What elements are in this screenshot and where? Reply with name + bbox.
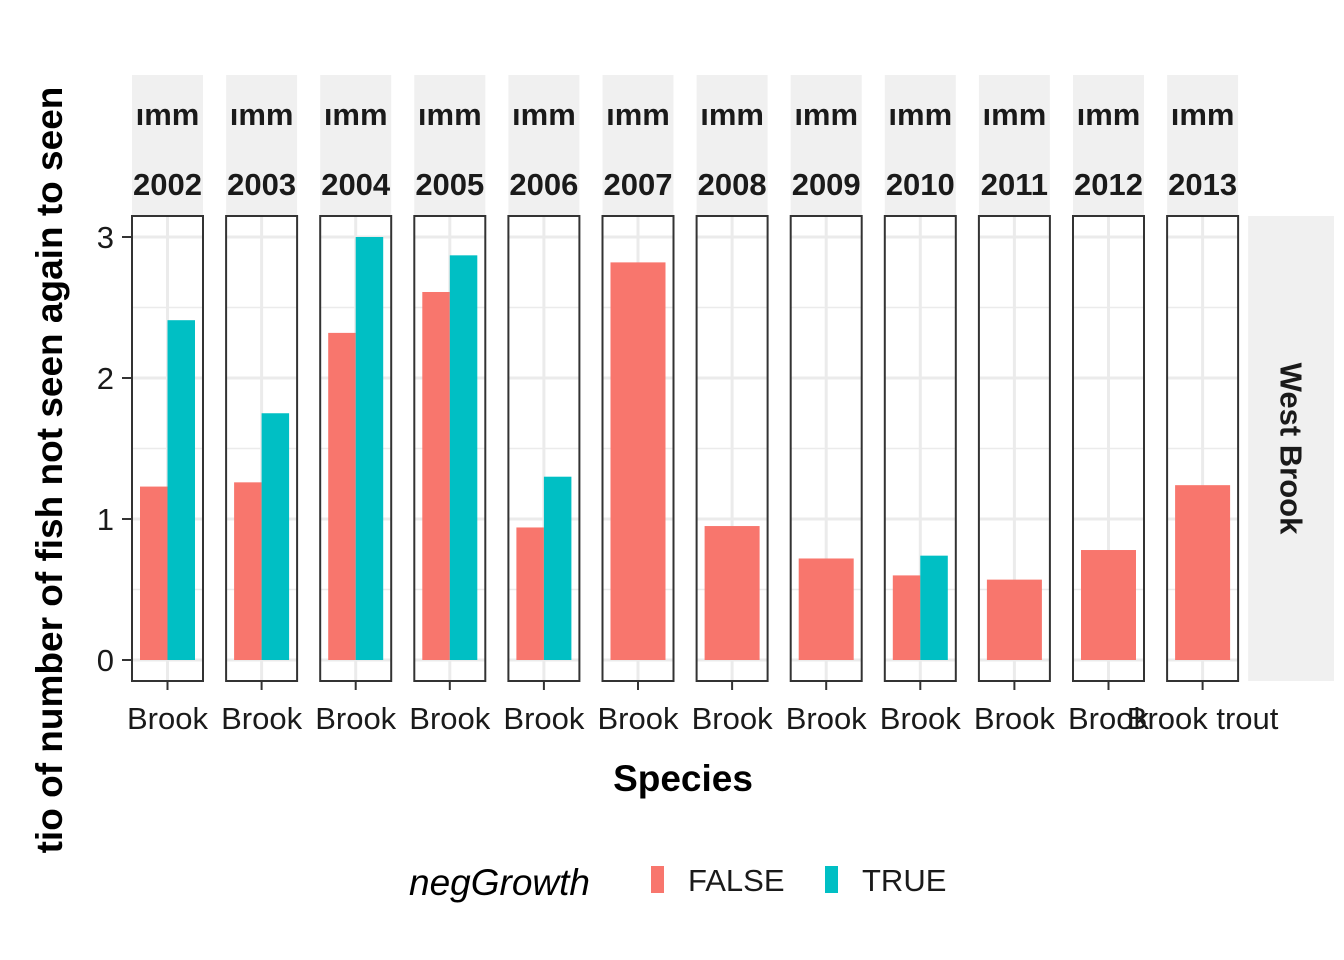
facet-panel-2006: ımm 2006 Brook xyxy=(503,75,585,736)
strip-label-top: ımm xyxy=(418,97,482,132)
strip-label-top: ımm xyxy=(606,97,670,132)
legend-label-false: FALSE xyxy=(688,863,785,898)
strip-label-year: 2002 xyxy=(133,167,202,202)
strip-label-top: ımm xyxy=(512,97,576,132)
y-axis: 0 1 2 3 xyxy=(97,220,132,678)
strip-label-top: ımm xyxy=(888,97,952,132)
facet-panel-2007: ımm 2007 Brook xyxy=(598,75,679,736)
x-tick-label: Brook xyxy=(1068,701,1149,736)
facet-panel-2002: ımm 2002 Brook xyxy=(127,75,208,736)
y-axis-title: tio of number of fish not seen again to … xyxy=(29,87,70,854)
bar-true-2010 xyxy=(920,555,948,660)
strip-label-top: ımm xyxy=(136,97,200,132)
bar-true-2006 xyxy=(543,476,572,660)
strip-label-year: 2007 xyxy=(604,167,673,202)
facet-strip xyxy=(790,75,862,216)
strip-label-year: 2006 xyxy=(509,167,578,202)
facet-strip xyxy=(884,75,956,216)
facet-strip xyxy=(226,75,298,216)
facet-strip xyxy=(132,75,203,216)
strip-label-year: 2009 xyxy=(792,167,861,202)
strip-label-year: 2011 xyxy=(981,167,1048,202)
strip-label-top: ımm xyxy=(1171,97,1235,132)
facet-strip xyxy=(1073,75,1144,216)
bar-false-2003 xyxy=(234,482,262,660)
y-tick-label: 2 xyxy=(97,361,114,396)
bar-false-2005 xyxy=(422,291,450,660)
row-strip: West Brook xyxy=(1248,216,1334,681)
facet-panel-2009: ımm 2009 Brook xyxy=(786,75,867,736)
facet-strip xyxy=(696,75,768,216)
bar-true-2002 xyxy=(167,320,195,660)
facet-panel-2005: ımm 2005 Brook xyxy=(409,75,491,736)
facet-panel-2010: ımm 2010 Brook xyxy=(880,75,961,736)
legend-label-true: TRUE xyxy=(862,863,946,898)
strip-label-year: 2010 xyxy=(886,167,955,202)
x-tick-label: Brook xyxy=(221,701,302,736)
bar-false-2010 xyxy=(892,575,921,660)
bar-false-2009 xyxy=(798,558,854,660)
x-tick-label: Brook xyxy=(315,701,396,736)
bar-false-2004 xyxy=(328,332,356,660)
facet-panel-2008: ımm 2008 Brook xyxy=(692,75,773,736)
x-tick-label: Brook xyxy=(974,701,1055,736)
x-tick-label: Brook xyxy=(786,701,867,736)
x-tick-label: Brook xyxy=(880,701,961,736)
bar-false-2006 xyxy=(516,527,544,660)
facet-strip xyxy=(414,75,486,216)
x-tick-label: Brook xyxy=(503,701,584,736)
legend: negGrowth FALSE TRUE xyxy=(409,862,946,903)
facet-strip xyxy=(508,75,580,216)
facet-panel-2004: ımm 2004 Brook xyxy=(315,75,397,736)
legend-key-true xyxy=(825,866,838,893)
strip-label-top: ımm xyxy=(324,97,388,132)
facet-panel-2011: ımm 2011 Brook xyxy=(974,75,1055,736)
y-tick-label: 3 xyxy=(97,220,114,255)
strip-label-top: ımm xyxy=(230,97,294,132)
bar-true-2004 xyxy=(355,237,384,660)
strip-label-top: ımm xyxy=(794,97,858,132)
facet-panel-2012: ımm 2012 Brook xyxy=(1068,75,1149,736)
facet-strip xyxy=(978,75,1050,216)
strip-label-year: 2012 xyxy=(1074,167,1143,202)
y-tick-label: 1 xyxy=(97,502,114,537)
facet-strip xyxy=(602,75,674,216)
facet-strip xyxy=(320,75,392,216)
facet-panels: ımm 2002 Brook ımm 2003 Brook ımm 2004 Brook ımm 2… xyxy=(127,75,1279,736)
y-tick-label: 0 xyxy=(97,643,114,678)
strip-label-year: 2004 xyxy=(321,167,391,202)
bar-true-2003 xyxy=(261,413,290,660)
x-tick-label: Brook xyxy=(598,701,679,736)
strip-label-top: ımm xyxy=(1077,97,1141,132)
bar-false-2011 xyxy=(986,579,1042,660)
strip-label-year: 2003 xyxy=(227,167,296,202)
x-tick-label: Brook xyxy=(692,701,773,736)
x-tick-label: Brook xyxy=(409,701,490,736)
strip-label-year: 2005 xyxy=(415,167,484,202)
x-tick-label: Brook trout xyxy=(1127,701,1279,736)
row-strip-label: West Brook xyxy=(1274,363,1309,535)
bar-false-2002 xyxy=(140,486,168,660)
x-tick-label: Brook xyxy=(127,701,208,736)
strip-label-top: ımm xyxy=(700,97,764,132)
bar-false-2013 xyxy=(1175,485,1231,660)
facet-panel-2003: ımm 2003 Brook xyxy=(221,75,303,736)
row-strip-background xyxy=(1248,216,1334,681)
x-axis-title: Species xyxy=(613,758,753,799)
facet-panel-2013: ımm 2013 Brook trout xyxy=(1127,75,1279,736)
bar-false-2007 xyxy=(610,262,666,660)
strip-label-top: ımm xyxy=(983,97,1047,132)
strip-label-year: 2008 xyxy=(698,167,767,202)
bar-false-2008 xyxy=(704,526,760,660)
legend-key-false xyxy=(651,866,664,893)
bar-true-2005 xyxy=(449,255,478,660)
strip-label-year: 2013 xyxy=(1168,167,1237,202)
legend-title: negGrowth xyxy=(409,862,590,903)
facet-strip xyxy=(1167,75,1239,216)
bar-false-2012 xyxy=(1081,550,1136,660)
